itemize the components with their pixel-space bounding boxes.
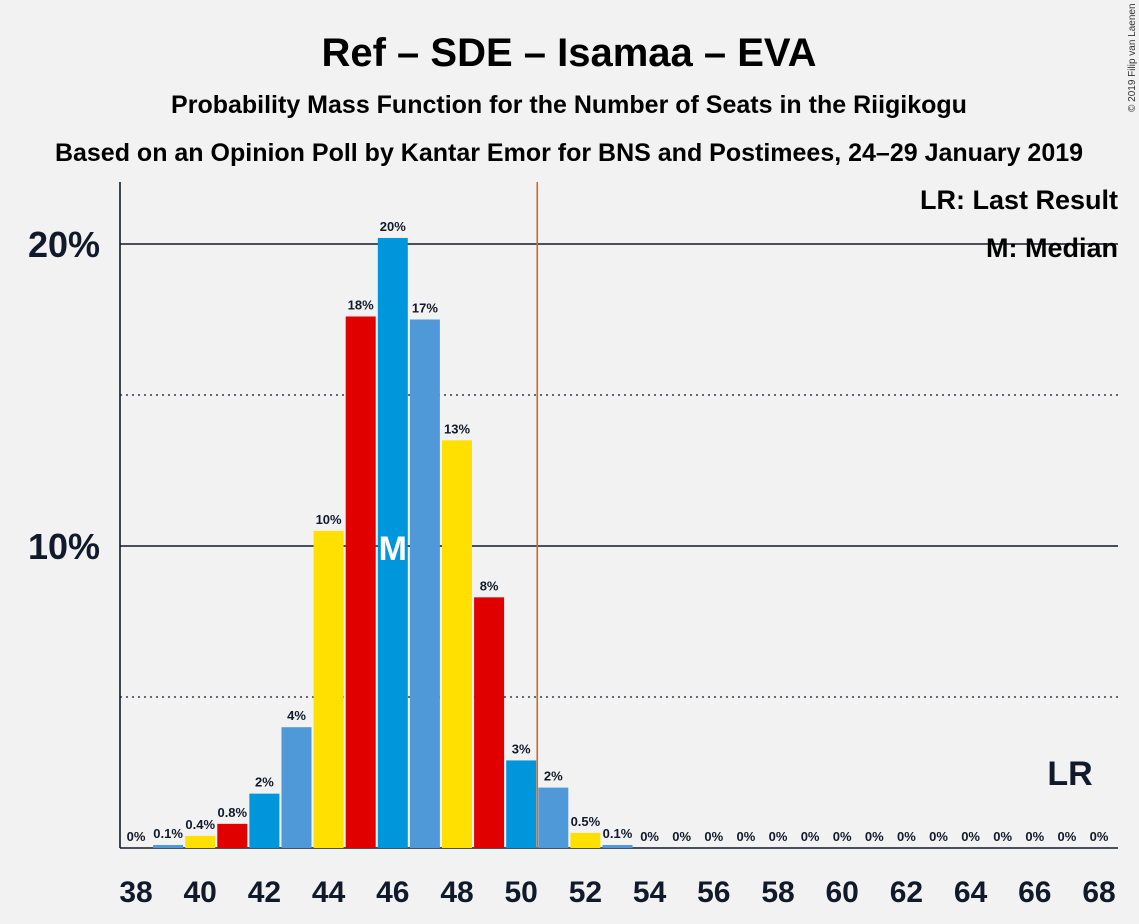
bar-seat-40 xyxy=(185,835,216,848)
x-tick-label: 56 xyxy=(697,876,730,909)
bar-seat-39 xyxy=(153,844,184,848)
x-tick-label: 60 xyxy=(826,876,859,909)
x-tick-label: 54 xyxy=(633,876,667,909)
x-tick-label: 38 xyxy=(119,876,152,909)
bar-seat-46 xyxy=(377,237,408,848)
bar-seat-53 xyxy=(602,844,633,848)
bar-seat-41 xyxy=(217,823,248,848)
median-marker: M xyxy=(379,530,407,568)
chart-source-line: Based on an Opinion Poll by Kantar Emor … xyxy=(55,139,1083,167)
data-label-seat-44: 10% xyxy=(316,512,342,527)
data-label-seat-40: 0.4% xyxy=(185,817,215,832)
data-label-seat-55: 0% xyxy=(672,829,691,844)
data-label-seat-49: 8% xyxy=(480,578,499,593)
bar-seat-49 xyxy=(474,597,505,848)
data-label-seat-56: 0% xyxy=(704,829,723,844)
data-labels: 0% 0.1%0.4%0.8%2%4%10%18%20%17%13%8%3%2%0… xyxy=(127,219,1109,844)
data-label-seat-65: 0% xyxy=(993,829,1012,844)
legend-last-result: LR: Last Result xyxy=(920,185,1118,215)
data-label-seat-59: 0% xyxy=(801,829,820,844)
last-result-marker: LR xyxy=(1047,755,1092,793)
data-label-seat-46: 20% xyxy=(380,219,406,234)
bar-seat-44 xyxy=(313,530,344,848)
bars xyxy=(153,237,633,849)
bar-seat-42 xyxy=(249,793,280,848)
data-label-seat-52: 0.5% xyxy=(571,814,601,829)
data-label-seat-57: 0% xyxy=(737,829,756,844)
data-label-seat-42: 2% xyxy=(255,775,274,790)
bar-seat-45 xyxy=(345,316,376,849)
data-label-seat-53: 0.1% xyxy=(603,826,633,841)
data-label-seat-45: 18% xyxy=(348,297,374,312)
legend-median: M: Median xyxy=(986,233,1118,263)
x-tick-label: 62 xyxy=(890,876,923,909)
bar-seat-51 xyxy=(538,787,569,848)
data-label-seat-66: 0% xyxy=(1025,829,1044,844)
data-label-seat-47: 17% xyxy=(412,301,438,316)
copyright-note: © 2019 Filip van Laenen xyxy=(1127,3,1138,112)
x-tick-label: 46 xyxy=(376,876,409,909)
bar-seat-47 xyxy=(409,319,440,848)
x-tick-label: 44 xyxy=(312,876,346,909)
chart-title: Ref – SDE – Isamaa – EVA xyxy=(321,31,816,75)
x-tick-label: 42 xyxy=(248,876,281,909)
gridlines xyxy=(119,182,1118,849)
x-tick-label: 40 xyxy=(184,876,217,909)
data-label-seat-51: 2% xyxy=(544,769,563,784)
data-label-seat-39: 0.1% xyxy=(153,826,183,841)
bar-seat-50 xyxy=(506,760,537,848)
data-label-seat-48: 13% xyxy=(444,421,470,436)
x-tick-label: 50 xyxy=(505,876,538,909)
chart-subtitle: Probability Mass Function for the Number… xyxy=(171,91,967,119)
data-label-seat-38: 0% xyxy=(127,829,146,844)
data-label-seat-68: 0% xyxy=(1090,829,1109,844)
x-tick-label: 68 xyxy=(1082,876,1115,909)
data-label-seat-58: 0% xyxy=(769,829,788,844)
data-label-seat-41: 0.8% xyxy=(217,805,247,820)
x-tick-label: 66 xyxy=(1018,876,1051,909)
chart-overlay: M LR xyxy=(379,182,1093,848)
data-label-seat-54: 0% xyxy=(640,829,659,844)
y-tick-label: 20% xyxy=(28,224,100,265)
y-axis-ticks: 10% 20% xyxy=(28,224,100,567)
x-tick-label: 48 xyxy=(440,876,473,909)
bar-seat-52 xyxy=(570,832,601,848)
bar-seat-43 xyxy=(281,727,312,848)
data-label-seat-60: 0% xyxy=(833,829,852,844)
data-label-seat-43: 4% xyxy=(287,708,306,723)
data-label-seat-61: 0% xyxy=(865,829,884,844)
data-label-seat-50: 3% xyxy=(512,741,531,756)
x-tick-label: 58 xyxy=(761,876,794,909)
data-label-seat-67: 0% xyxy=(1058,829,1077,844)
bar-seat-48 xyxy=(442,440,472,848)
data-label-seat-62: 0% xyxy=(897,829,916,844)
x-tick-label: 52 xyxy=(569,876,602,909)
x-tick-label: 64 xyxy=(954,876,988,909)
data-label-seat-64: 0% xyxy=(961,829,980,844)
x-axis-ticks: 38 40 42 44 46 48 50 52 54 56 58 60 62 64 66 68 xyxy=(119,876,1115,909)
data-label-seat-63: 0% xyxy=(929,829,948,844)
y-tick-label: 10% xyxy=(28,526,100,567)
